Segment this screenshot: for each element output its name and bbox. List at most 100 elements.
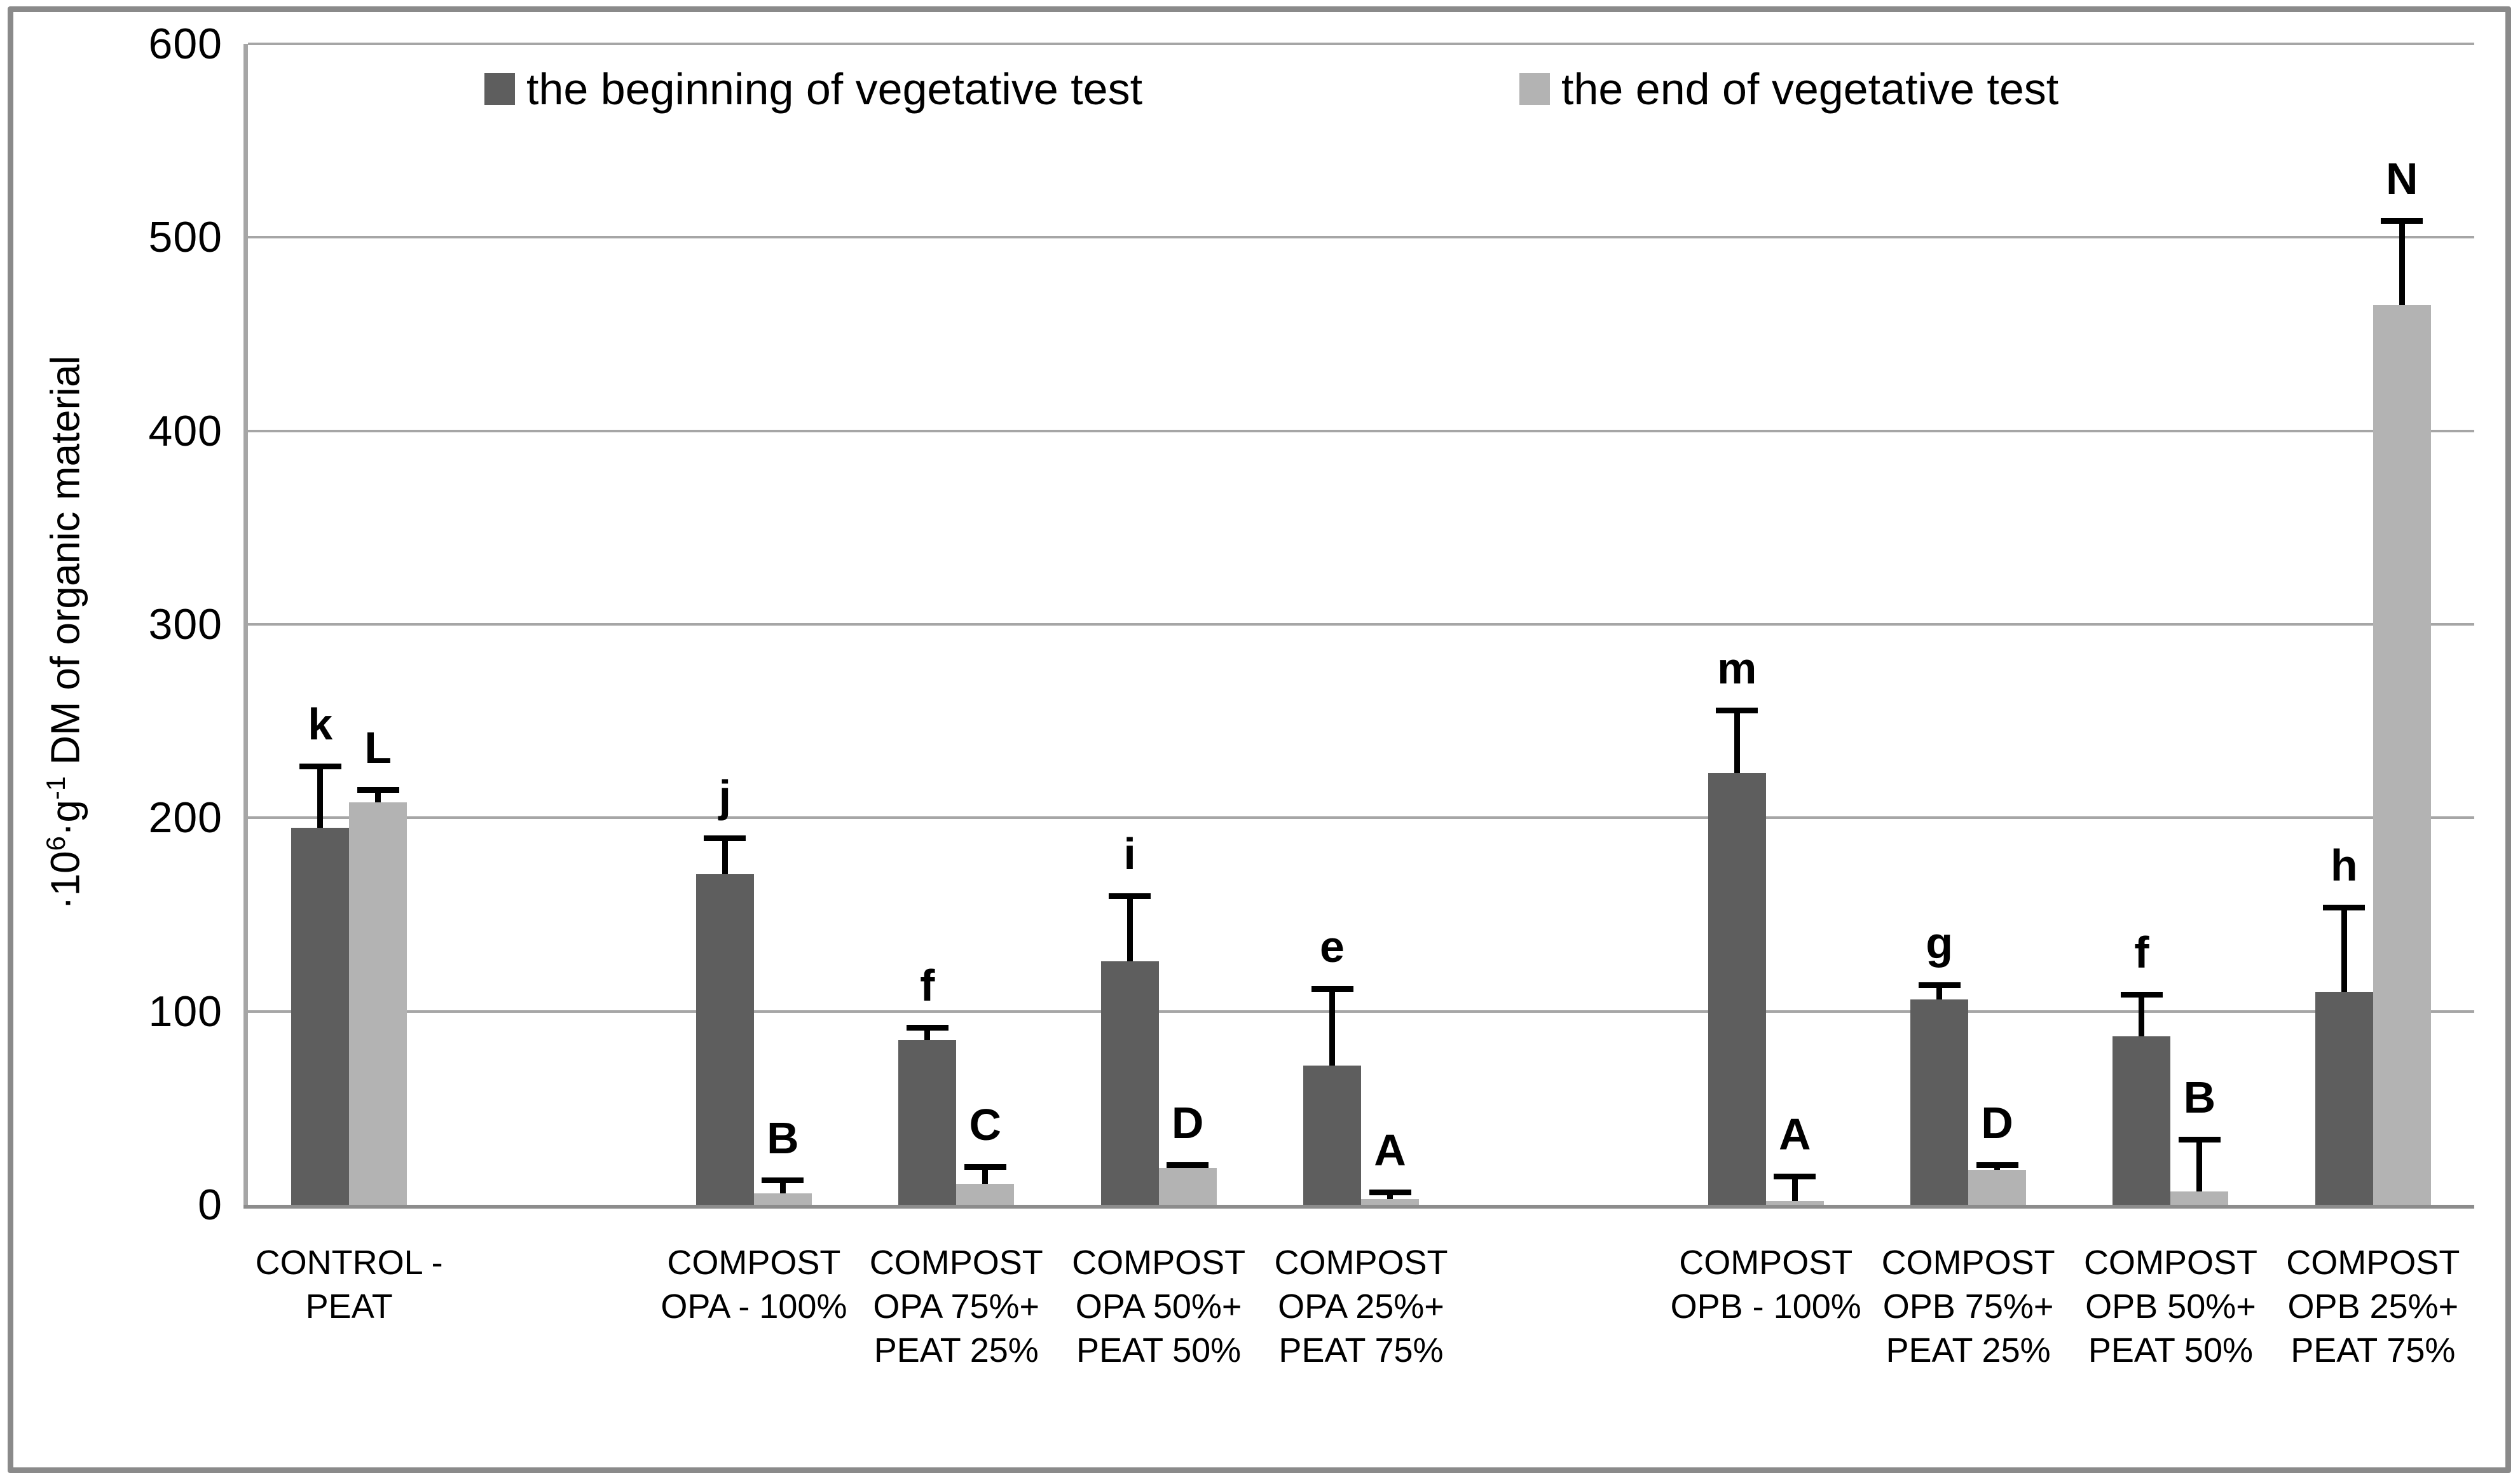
error-bar-cap	[2178, 1137, 2221, 1143]
bar-letter-label: A	[1374, 1125, 1406, 1175]
chart-frame-border	[8, 6, 2511, 1473]
y-tick-label-400: 400	[148, 406, 223, 455]
legend-swatch-end-icon	[1519, 73, 1550, 105]
bar-letter-label: D	[1171, 1098, 1204, 1148]
legend-entry-beginning: the beginning of vegetative test	[484, 58, 1142, 120]
x-category-label-line: COMPOST	[1881, 1244, 2055, 1282]
error-bar-stem	[2196, 1137, 2203, 1191]
bar-letter-label: N	[2386, 153, 2418, 203]
error-bar-stem	[317, 764, 324, 828]
x-category-label-line: COMPOST	[869, 1244, 1043, 1282]
x-category-label-line: COMPOST	[2286, 1244, 2460, 1282]
x-category-label-line: PEAT 75%	[1278, 1331, 1444, 1369]
x-category-label: CONTROL - PEAT	[235, 1241, 463, 1329]
y-title-superscript: 6	[41, 835, 71, 851]
y-tick-label-300: 300	[148, 600, 223, 648]
error-bar-cap	[762, 1177, 804, 1184]
bar-beginning	[1910, 999, 1969, 1205]
gridline-500	[248, 236, 2474, 239]
x-category-label-line: OPA 50%+	[1075, 1287, 1242, 1326]
x-category-label-line: COMPOST	[1072, 1244, 1246, 1282]
x-category-label: COMPOST OPB 75%+ PEAT 25%	[1854, 1241, 2083, 1373]
error-bar-stem	[1791, 1174, 1798, 1201]
x-category-label-line: OPB 75%+	[1882, 1287, 2054, 1326]
bar-end	[2373, 305, 2431, 1205]
y-tick-label-200: 200	[148, 793, 223, 842]
bar-end	[753, 1193, 812, 1205]
x-category-label-line: PEAT 25%	[873, 1331, 1039, 1369]
error-bar-cap	[1976, 1162, 2018, 1169]
y-title-text: ·g	[42, 800, 88, 836]
error-bar-cap	[2120, 992, 2163, 998]
x-category-label-line: PEAT 75%	[2291, 1331, 2456, 1369]
bar-beginning	[291, 827, 350, 1205]
error-bar-cap	[2381, 217, 2423, 224]
x-category-label-line: PEAT 25%	[1886, 1331, 2051, 1369]
error-bar-cap	[1774, 1174, 1816, 1180]
bar-end	[1158, 1168, 1217, 1205]
error-bar-cap	[299, 764, 341, 770]
x-category-label-line: COMPOST	[1679, 1244, 1853, 1282]
x-category-label: COMPOST OPA 75%+ PEAT 25%	[842, 1241, 1071, 1373]
error-bar-cap	[1716, 707, 1758, 713]
bar-letter-label: B	[2183, 1073, 2216, 1123]
x-category-label-line: OPB 25%+	[2287, 1287, 2459, 1326]
bar-beginning	[898, 1040, 957, 1205]
gridline-100	[248, 1010, 2474, 1013]
bar-letter-label: B	[767, 1113, 799, 1163]
x-category-label: COMPOST OPA - 100%	[640, 1241, 868, 1329]
error-bar-cap	[1109, 893, 1151, 900]
error-bar-stem	[924, 1024, 931, 1041]
y-axis-line	[243, 44, 248, 1209]
error-bar-stem	[779, 1177, 786, 1193]
bar-end	[1765, 1200, 1824, 1205]
error-bar-stem	[2341, 905, 2347, 992]
bar-letter-label: e	[1320, 922, 1345, 972]
legend-entry-end: the end of vegetative test	[1519, 58, 2058, 120]
y-tick-label-0: 0	[198, 1181, 223, 1229]
x-category-label-line: PEAT	[305, 1287, 393, 1326]
y-tick-label-600: 600	[148, 20, 223, 68]
bar-letter-label: j	[718, 771, 732, 821]
bar-letter-label: h	[2330, 840, 2358, 891]
y-tick-label-500: 500	[148, 213, 223, 262]
error-bar-stem	[2139, 992, 2145, 1037]
x-category-label: COMPOST OPB 25%+ PEAT 75%	[2259, 1241, 2488, 1373]
bar-letter-label: f	[920, 960, 935, 1010]
error-bar-stem	[375, 786, 381, 802]
y-title-text: DM of organic material	[42, 355, 88, 776]
x-category-label-line: PEAT 50%	[1076, 1331, 1242, 1369]
bar-beginning	[1708, 773, 1766, 1205]
legend: the beginning of vegetative test the end …	[248, 58, 2474, 120]
x-category-label-line: OPA 75%+	[873, 1287, 1040, 1326]
y-title-superscript: -1	[41, 776, 71, 800]
y-tick-label-100: 100	[148, 987, 223, 1036]
bar-end	[1361, 1198, 1419, 1205]
x-category-label-line: COMPOST	[2083, 1244, 2257, 1282]
error-bar-stem	[1734, 707, 1740, 774]
error-bar-cap	[357, 786, 399, 793]
error-bar-cap	[906, 1024, 948, 1031]
x-category-label: COMPOST OPA 50%+ PEAT 50%	[1044, 1241, 1273, 1373]
bar-letter-label: D	[1981, 1098, 2013, 1148]
y-axis-title: ·106·g-1 DM of organic material	[27, 283, 88, 982]
error-bar-stem	[982, 1164, 989, 1184]
bar-letter-label: L	[364, 722, 392, 772]
legend-label: the end of vegetative test	[1561, 64, 2059, 114]
gridline-400	[248, 429, 2474, 432]
bar-end	[956, 1183, 1015, 1205]
bar-letter-label: A	[1778, 1109, 1811, 1160]
bar-letter-label: k	[308, 699, 333, 750]
error-bar-cap	[2323, 905, 2366, 911]
x-category-label: COMPOST OPB 50%+ PEAT 50%	[2056, 1241, 2285, 1373]
error-bar-stem	[722, 835, 728, 874]
x-category-label-line: OPA 25%+	[1278, 1287, 1444, 1326]
gridline-600	[248, 43, 2474, 45]
x-category-label: COMPOST OPB - 100%	[1652, 1241, 1880, 1329]
legend-label: the beginning of vegetative test	[526, 64, 1143, 114]
error-bar-cap	[1311, 986, 1353, 992]
gridline-200	[248, 816, 2474, 820]
bar-letter-label: C	[969, 1100, 1002, 1150]
x-category-label-line: COMPOST	[667, 1244, 841, 1282]
